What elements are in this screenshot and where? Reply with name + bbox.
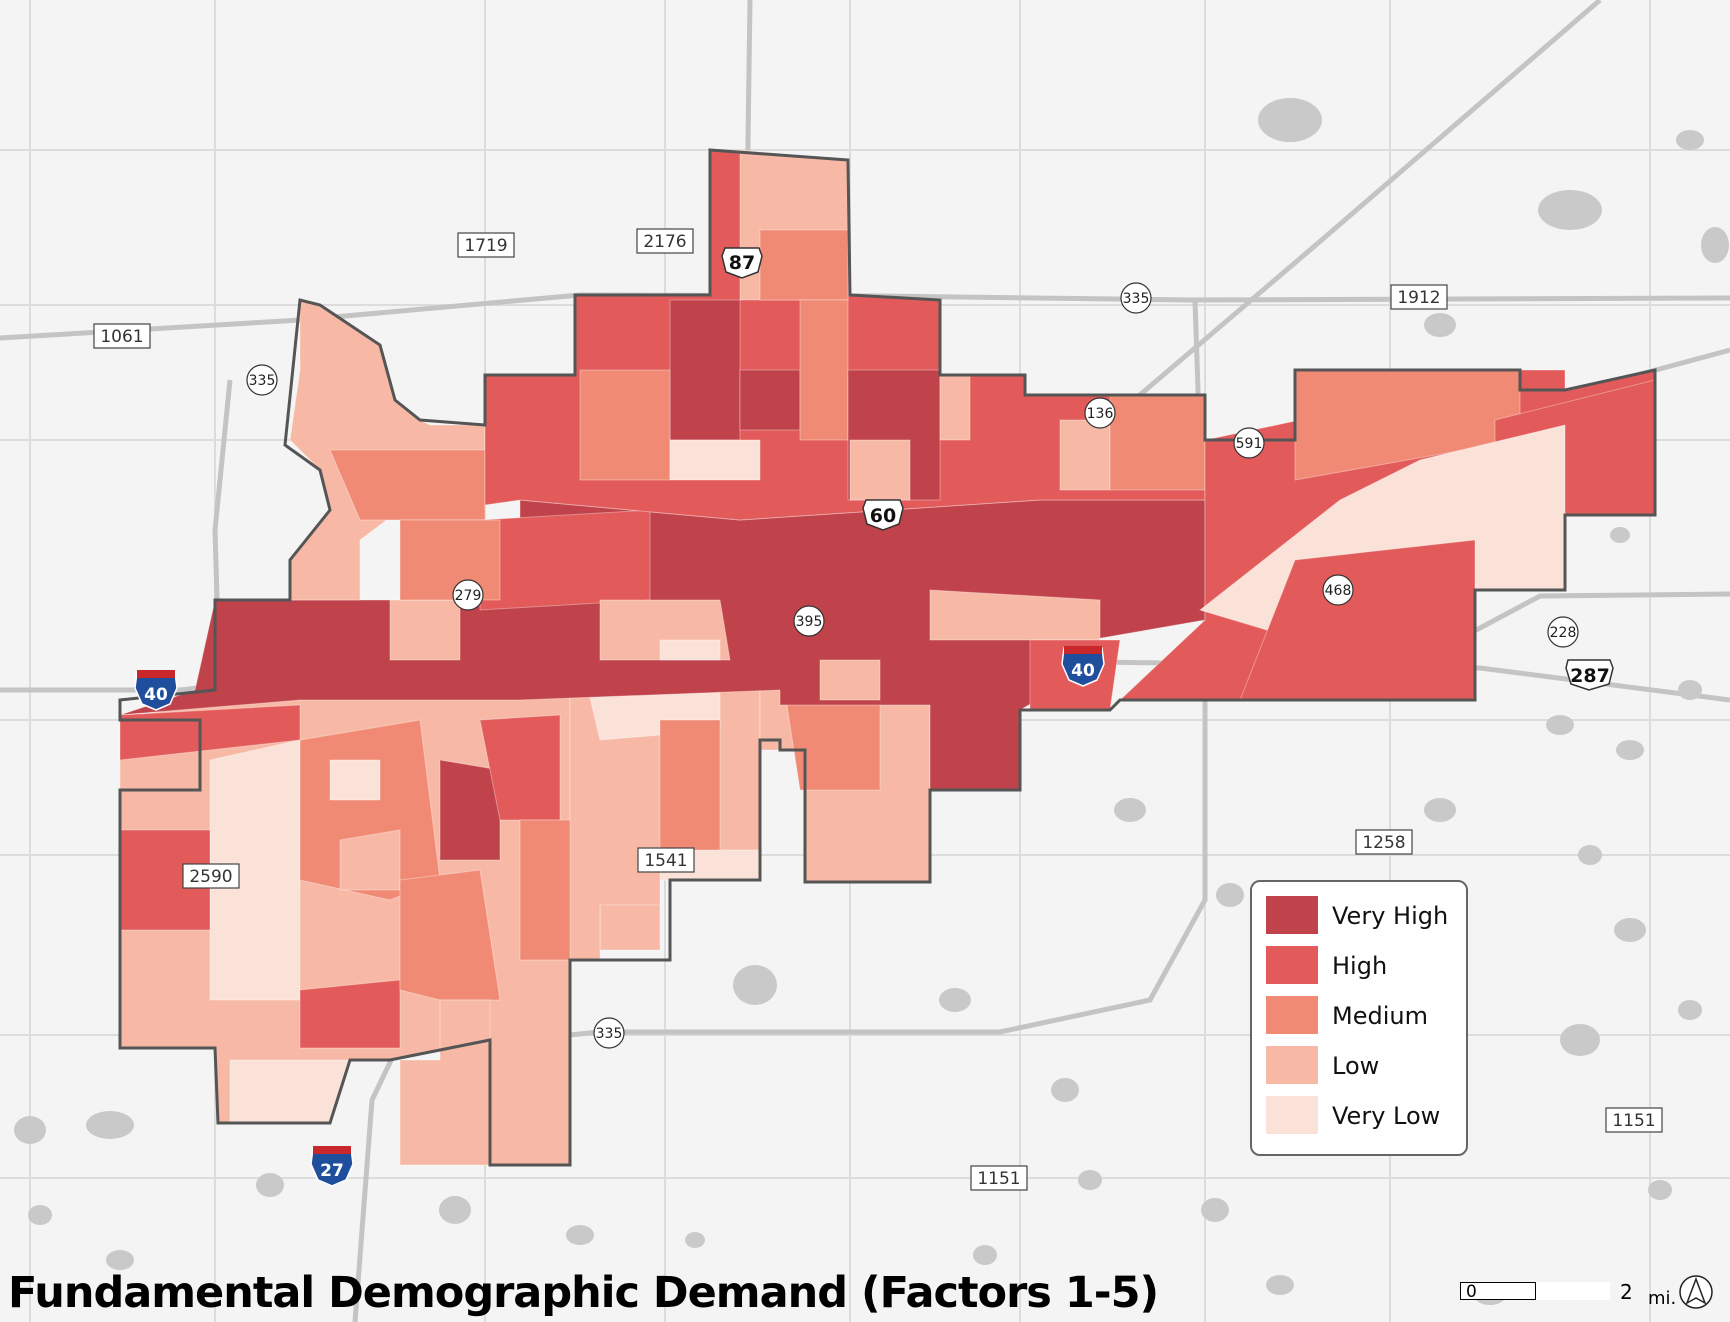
tract <box>1059 419 1111 491</box>
state-shields: 335 335 335 136 591 279 395 468 228 <box>246 282 1579 1049</box>
city-boundary <box>118 148 1657 1167</box>
legend-swatch <box>1266 946 1318 984</box>
tract <box>939 374 971 441</box>
legend-label: Medium <box>1332 1002 1428 1030</box>
state-shield-228: 228 <box>1550 625 1577 641</box>
tract <box>799 299 849 441</box>
tract <box>1109 394 1206 491</box>
tract <box>299 979 401 1049</box>
map-legend: Very High High Medium Low Very Low <box>1250 880 1468 1156</box>
us-shields: 87 60 287 <box>721 247 1614 691</box>
tract <box>339 829 401 891</box>
us-shield-87: 87 <box>729 252 755 274</box>
legend-swatch <box>1266 1046 1318 1084</box>
road-labels: 1719 2176 1061 1912 2590 1541 1258 1151 … <box>93 228 1663 1191</box>
tract <box>669 439 761 481</box>
road-label-1258: 1258 <box>1362 833 1405 853</box>
tract <box>659 719 721 861</box>
state-shield-279: 279 <box>455 588 482 604</box>
interstate-shield-27: 27 <box>320 1161 344 1181</box>
legend-item-medium: Medium <box>1266 996 1456 1036</box>
road-label-1061: 1061 <box>100 327 143 347</box>
scale-end-label: 2 <box>1620 1280 1633 1304</box>
tract <box>759 229 849 301</box>
legend-item-low: Low <box>1266 1046 1456 1086</box>
scale-unit-label: mi. <box>1648 1288 1677 1309</box>
legend-label: Low <box>1332 1052 1380 1080</box>
interstate-shield-40: 40 <box>1071 661 1095 681</box>
state-shield-335: 335 <box>249 373 276 389</box>
tract <box>439 759 501 861</box>
legend-item-very-low: Very Low <box>1266 1096 1456 1136</box>
us-shield-287: 287 <box>1570 665 1610 687</box>
scale-bar: 0 2 <box>1460 1280 1633 1304</box>
road-label-2176: 2176 <box>643 232 686 252</box>
us-shield-60: 60 <box>870 505 896 527</box>
demand-tracts <box>119 149 1656 1166</box>
tract <box>659 639 721 661</box>
water-bodies <box>14 98 1729 1305</box>
interstate-shields: 40 40 27 <box>134 646 1105 1187</box>
map-title: Fundamental Demographic Demand (Factors … <box>8 1268 1159 1318</box>
tract <box>389 599 461 661</box>
scale-start-label: 0 <box>1466 1282 1477 1302</box>
state-shield-335: 335 <box>1123 291 1150 307</box>
north-arrow-icon <box>1679 1275 1713 1309</box>
tract <box>329 759 381 801</box>
legend-swatch <box>1266 896 1318 934</box>
interstate-shield-40: 40 <box>144 685 168 705</box>
legend-label: Very High <box>1332 902 1449 930</box>
tract <box>819 659 881 701</box>
scale-bar-segment <box>1535 1282 1610 1300</box>
state-shield-468: 468 <box>1325 583 1352 599</box>
road-label-1541: 1541 <box>644 851 687 871</box>
state-shield-591: 591 <box>1236 436 1263 452</box>
state-shield-136: 136 <box>1087 406 1114 422</box>
legend-swatch <box>1266 996 1318 1034</box>
legend-label: Very Low <box>1332 1102 1441 1130</box>
state-shield-395: 395 <box>796 614 823 630</box>
tract <box>399 519 501 601</box>
road-label-1719: 1719 <box>464 236 507 256</box>
tract <box>849 439 911 501</box>
road-label-2590: 2590 <box>189 867 232 887</box>
legend-label: High <box>1332 952 1388 980</box>
tract <box>399 999 491 1166</box>
legend-item-high: High <box>1266 946 1456 986</box>
road-label-1151: 1151 <box>1612 1111 1655 1131</box>
road-label-1912: 1912 <box>1397 288 1440 308</box>
legend-swatch <box>1266 1096 1318 1134</box>
state-shield-335: 335 <box>596 1026 623 1042</box>
tract <box>479 509 651 611</box>
road-label-1151: 1151 <box>977 1169 1020 1189</box>
tract <box>739 369 801 431</box>
legend-item-very-high: Very High <box>1266 896 1456 936</box>
tract <box>669 299 741 441</box>
tract <box>579 369 671 481</box>
